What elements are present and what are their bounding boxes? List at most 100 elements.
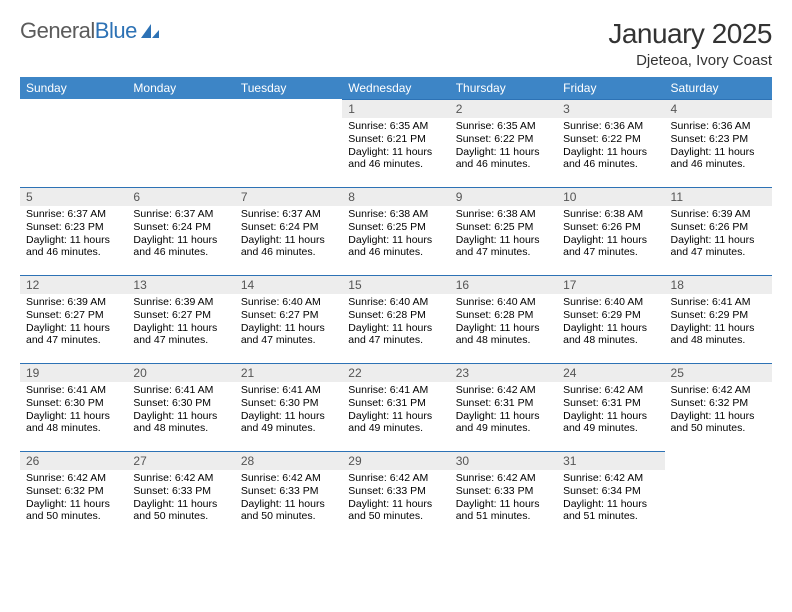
day-number: 16 [450, 275, 557, 294]
weekday-row: SundayMondayTuesdayWednesdayThursdayFrid… [20, 77, 772, 99]
day-content: Sunrise: 6:42 AMSunset: 6:33 PMDaylight:… [450, 470, 557, 527]
calendar-cell: 25Sunrise: 6:42 AMSunset: 6:32 PMDayligh… [665, 363, 772, 451]
day-content: Sunrise: 6:35 AMSunset: 6:21 PMDaylight:… [342, 118, 449, 175]
day-number: 5 [20, 187, 127, 206]
calendar-page: GeneralBlue January 2025 Djeteoa, Ivory … [0, 0, 792, 549]
calendar-cell [20, 99, 127, 187]
calendar-body: 1Sunrise: 6:35 AMSunset: 6:21 PMDaylight… [20, 99, 772, 539]
day-number: 13 [127, 275, 234, 294]
day-number: 24 [557, 363, 664, 382]
page-title: January 2025 [608, 18, 772, 50]
day-content: Sunrise: 6:42 AMSunset: 6:34 PMDaylight:… [557, 470, 664, 527]
calendar-row: 1Sunrise: 6:35 AMSunset: 6:21 PMDaylight… [20, 99, 772, 187]
day-content: Sunrise: 6:40 AMSunset: 6:28 PMDaylight:… [450, 294, 557, 351]
day-number: 17 [557, 275, 664, 294]
day-number: 10 [557, 187, 664, 206]
day-content: Sunrise: 6:38 AMSunset: 6:26 PMDaylight:… [557, 206, 664, 263]
day-content: Sunrise: 6:36 AMSunset: 6:23 PMDaylight:… [665, 118, 772, 175]
brand-part1: General [20, 18, 95, 44]
day-content: Sunrise: 6:42 AMSunset: 6:33 PMDaylight:… [235, 470, 342, 527]
day-number: 6 [127, 187, 234, 206]
day-number: 27 [127, 451, 234, 470]
day-content: Sunrise: 6:42 AMSunset: 6:33 PMDaylight:… [342, 470, 449, 527]
day-number: 21 [235, 363, 342, 382]
day-number: 18 [665, 275, 772, 294]
day-content: Sunrise: 6:36 AMSunset: 6:22 PMDaylight:… [557, 118, 664, 175]
calendar-cell: 22Sunrise: 6:41 AMSunset: 6:31 PMDayligh… [342, 363, 449, 451]
day-content: Sunrise: 6:39 AMSunset: 6:27 PMDaylight:… [127, 294, 234, 351]
day-number: 11 [665, 187, 772, 206]
day-number: 14 [235, 275, 342, 294]
calendar-row: 26Sunrise: 6:42 AMSunset: 6:32 PMDayligh… [20, 451, 772, 539]
day-number: 3 [557, 99, 664, 118]
calendar-row: 12Sunrise: 6:39 AMSunset: 6:27 PMDayligh… [20, 275, 772, 363]
calendar-cell [127, 99, 234, 187]
day-number: 15 [342, 275, 449, 294]
day-number: 1 [342, 99, 449, 118]
day-content: Sunrise: 6:40 AMSunset: 6:27 PMDaylight:… [235, 294, 342, 351]
calendar-cell: 17Sunrise: 6:40 AMSunset: 6:29 PMDayligh… [557, 275, 664, 363]
day-content: Sunrise: 6:42 AMSunset: 6:32 PMDaylight:… [665, 382, 772, 439]
calendar-cell [665, 451, 772, 539]
day-content: Sunrise: 6:40 AMSunset: 6:29 PMDaylight:… [557, 294, 664, 351]
day-number: 9 [450, 187, 557, 206]
day-content: Sunrise: 6:37 AMSunset: 6:24 PMDaylight:… [235, 206, 342, 263]
page-header: GeneralBlue January 2025 Djeteoa, Ivory … [20, 18, 772, 69]
day-content: Sunrise: 6:38 AMSunset: 6:25 PMDaylight:… [342, 206, 449, 263]
day-content: Sunrise: 6:41 AMSunset: 6:30 PMDaylight:… [235, 382, 342, 439]
calendar-cell: 16Sunrise: 6:40 AMSunset: 6:28 PMDayligh… [450, 275, 557, 363]
day-content: Sunrise: 6:35 AMSunset: 6:22 PMDaylight:… [450, 118, 557, 175]
calendar-table: SundayMondayTuesdayWednesdayThursdayFrid… [20, 77, 772, 539]
day-content: Sunrise: 6:41 AMSunset: 6:30 PMDaylight:… [20, 382, 127, 439]
calendar-cell: 30Sunrise: 6:42 AMSunset: 6:33 PMDayligh… [450, 451, 557, 539]
weekday-header: Thursday [450, 77, 557, 99]
calendar-cell: 11Sunrise: 6:39 AMSunset: 6:26 PMDayligh… [665, 187, 772, 275]
day-number: 26 [20, 451, 127, 470]
brand-part2: Blue [95, 18, 137, 44]
weekday-header: Wednesday [342, 77, 449, 99]
calendar-cell: 23Sunrise: 6:42 AMSunset: 6:31 PMDayligh… [450, 363, 557, 451]
page-subtitle: Djeteoa, Ivory Coast [608, 52, 772, 69]
day-number: 29 [342, 451, 449, 470]
calendar-row: 5Sunrise: 6:37 AMSunset: 6:23 PMDaylight… [20, 187, 772, 275]
day-content: Sunrise: 6:41 AMSunset: 6:29 PMDaylight:… [665, 294, 772, 351]
calendar-cell: 6Sunrise: 6:37 AMSunset: 6:24 PMDaylight… [127, 187, 234, 275]
weekday-header: Friday [557, 77, 664, 99]
weekday-header: Tuesday [235, 77, 342, 99]
weekday-header: Monday [127, 77, 234, 99]
day-number: 30 [450, 451, 557, 470]
day-content: Sunrise: 6:41 AMSunset: 6:31 PMDaylight:… [342, 382, 449, 439]
calendar-cell: 29Sunrise: 6:42 AMSunset: 6:33 PMDayligh… [342, 451, 449, 539]
day-number: 19 [20, 363, 127, 382]
day-number: 8 [342, 187, 449, 206]
calendar-cell: 10Sunrise: 6:38 AMSunset: 6:26 PMDayligh… [557, 187, 664, 275]
calendar-cell: 27Sunrise: 6:42 AMSunset: 6:33 PMDayligh… [127, 451, 234, 539]
day-number: 28 [235, 451, 342, 470]
calendar-cell: 24Sunrise: 6:42 AMSunset: 6:31 PMDayligh… [557, 363, 664, 451]
calendar-cell: 13Sunrise: 6:39 AMSunset: 6:27 PMDayligh… [127, 275, 234, 363]
day-content: Sunrise: 6:42 AMSunset: 6:31 PMDaylight:… [557, 382, 664, 439]
day-number: 4 [665, 99, 772, 118]
day-content: Sunrise: 6:42 AMSunset: 6:33 PMDaylight:… [127, 470, 234, 527]
calendar-cell: 2Sunrise: 6:35 AMSunset: 6:22 PMDaylight… [450, 99, 557, 187]
day-number: 23 [450, 363, 557, 382]
calendar-cell: 7Sunrise: 6:37 AMSunset: 6:24 PMDaylight… [235, 187, 342, 275]
calendar-head: SundayMondayTuesdayWednesdayThursdayFrid… [20, 77, 772, 99]
calendar-cell: 12Sunrise: 6:39 AMSunset: 6:27 PMDayligh… [20, 275, 127, 363]
calendar-cell [235, 99, 342, 187]
calendar-cell: 21Sunrise: 6:41 AMSunset: 6:30 PMDayligh… [235, 363, 342, 451]
day-number: 20 [127, 363, 234, 382]
day-number: 25 [665, 363, 772, 382]
calendar-cell: 3Sunrise: 6:36 AMSunset: 6:22 PMDaylight… [557, 99, 664, 187]
day-number: 2 [450, 99, 557, 118]
calendar-cell: 31Sunrise: 6:42 AMSunset: 6:34 PMDayligh… [557, 451, 664, 539]
calendar-cell: 9Sunrise: 6:38 AMSunset: 6:25 PMDaylight… [450, 187, 557, 275]
calendar-cell: 1Sunrise: 6:35 AMSunset: 6:21 PMDaylight… [342, 99, 449, 187]
brand-logo: GeneralBlue [20, 18, 161, 44]
day-content: Sunrise: 6:39 AMSunset: 6:26 PMDaylight:… [665, 206, 772, 263]
sail-icon [139, 22, 161, 40]
day-number: 22 [342, 363, 449, 382]
day-content: Sunrise: 6:41 AMSunset: 6:30 PMDaylight:… [127, 382, 234, 439]
day-content: Sunrise: 6:37 AMSunset: 6:24 PMDaylight:… [127, 206, 234, 263]
day-content: Sunrise: 6:42 AMSunset: 6:31 PMDaylight:… [450, 382, 557, 439]
